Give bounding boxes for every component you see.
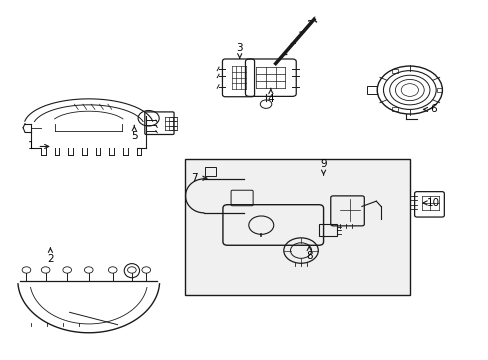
Text: 4: 4 [267, 88, 274, 104]
Bar [391, 69, 397, 73]
Text: 2: 2 [47, 248, 54, 264]
Bar [184, 159, 409, 294]
Text: 8: 8 [305, 245, 312, 261]
Text: 10: 10 [422, 198, 440, 208]
Text: 6: 6 [423, 104, 436, 114]
Text: 5: 5 [131, 125, 137, 141]
Bar [391, 107, 397, 111]
Text: 3: 3 [236, 43, 243, 58]
Bar [366, 86, 376, 94]
Bar [318, 224, 336, 237]
Bar [205, 167, 215, 176]
Text: 1: 1 [28, 141, 49, 152]
Bar [436, 88, 442, 92]
Text: 7: 7 [190, 173, 206, 183]
Text: 9: 9 [320, 159, 326, 175]
